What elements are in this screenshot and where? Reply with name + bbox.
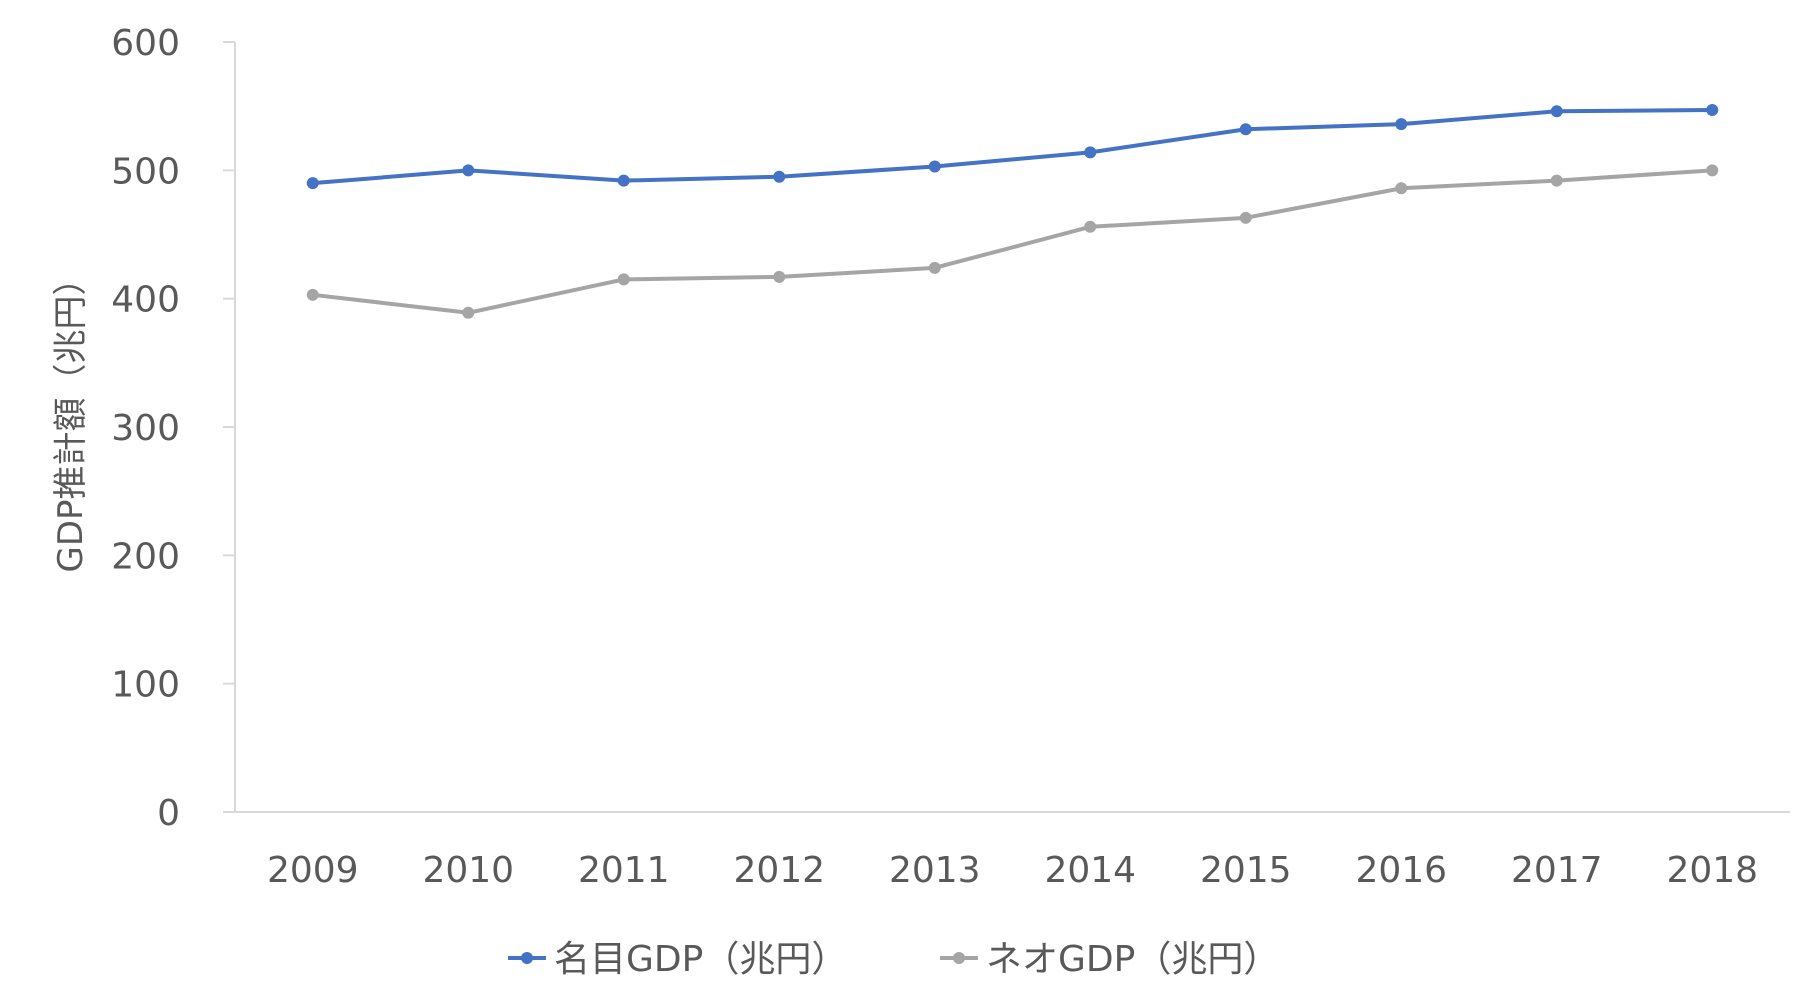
series-1 [306,104,1719,190]
y-tick-label: 0 [157,793,180,834]
data-point [1395,182,1408,195]
y-axis-title: GDP推計額（兆円） [51,261,91,572]
data-point [1084,220,1097,233]
x-tick-label: 2013 [889,850,981,891]
data-point [773,270,786,283]
y-tick-label: 200 [111,536,180,577]
data-point [1706,164,1719,177]
legend-dot-marker [521,952,533,964]
x-tick-label: 2016 [1355,850,1447,891]
series-line [310,168,1715,315]
series-line [310,108,1715,186]
x-tick-label: 2015 [1200,850,1292,891]
x-tick-label: 2009 [267,850,359,891]
x-tick-label: 2011 [578,850,670,891]
data-point [1706,104,1719,117]
data-point [617,174,630,187]
data-point [306,288,319,301]
y-tick-label: 600 [111,23,180,64]
data-point [928,160,941,173]
data-point [928,261,941,274]
data-point [462,306,475,319]
data-point [1550,174,1563,187]
legend-label: ネオGDP（兆円） [986,939,1279,980]
legend-entry: 名目GDP（兆円） [508,939,847,980]
legend-entry: ネオGDP（兆円） [940,939,1279,980]
data-point [617,273,630,286]
data-point [1084,146,1097,159]
y-axis-ticks: 0 100 200 300 400 500 600 [111,23,235,834]
series-lines [306,104,1719,319]
y-tick-label: 100 [111,665,180,706]
y-tick-label: 400 [111,280,180,321]
series-2 [306,164,1719,319]
data-point [306,177,319,190]
x-tick-label: 2018 [1666,850,1758,891]
legend-dot-marker [953,952,965,964]
x-tick-label: 2014 [1044,850,1136,891]
data-point [1239,123,1252,136]
data-point [1395,118,1408,131]
x-tick-label: 2010 [422,850,514,891]
data-point [1550,105,1563,118]
y-tick-label: 500 [111,151,180,192]
data-point [1239,211,1252,224]
legend-label: 名目GDP（兆円） [554,939,847,980]
data-point [462,164,475,177]
data-point [773,170,786,183]
y-tick-label: 300 [111,408,180,449]
x-tick-label: 2012 [733,850,825,891]
x-axis-ticks: 2009 2010 2011 2012 2013 2014 2015 2016 2017 2018 [267,850,1758,891]
legend: 名目GDP（兆円） ネオGDP（兆円） [508,939,1279,980]
x-tick-label: 2017 [1511,850,1603,891]
